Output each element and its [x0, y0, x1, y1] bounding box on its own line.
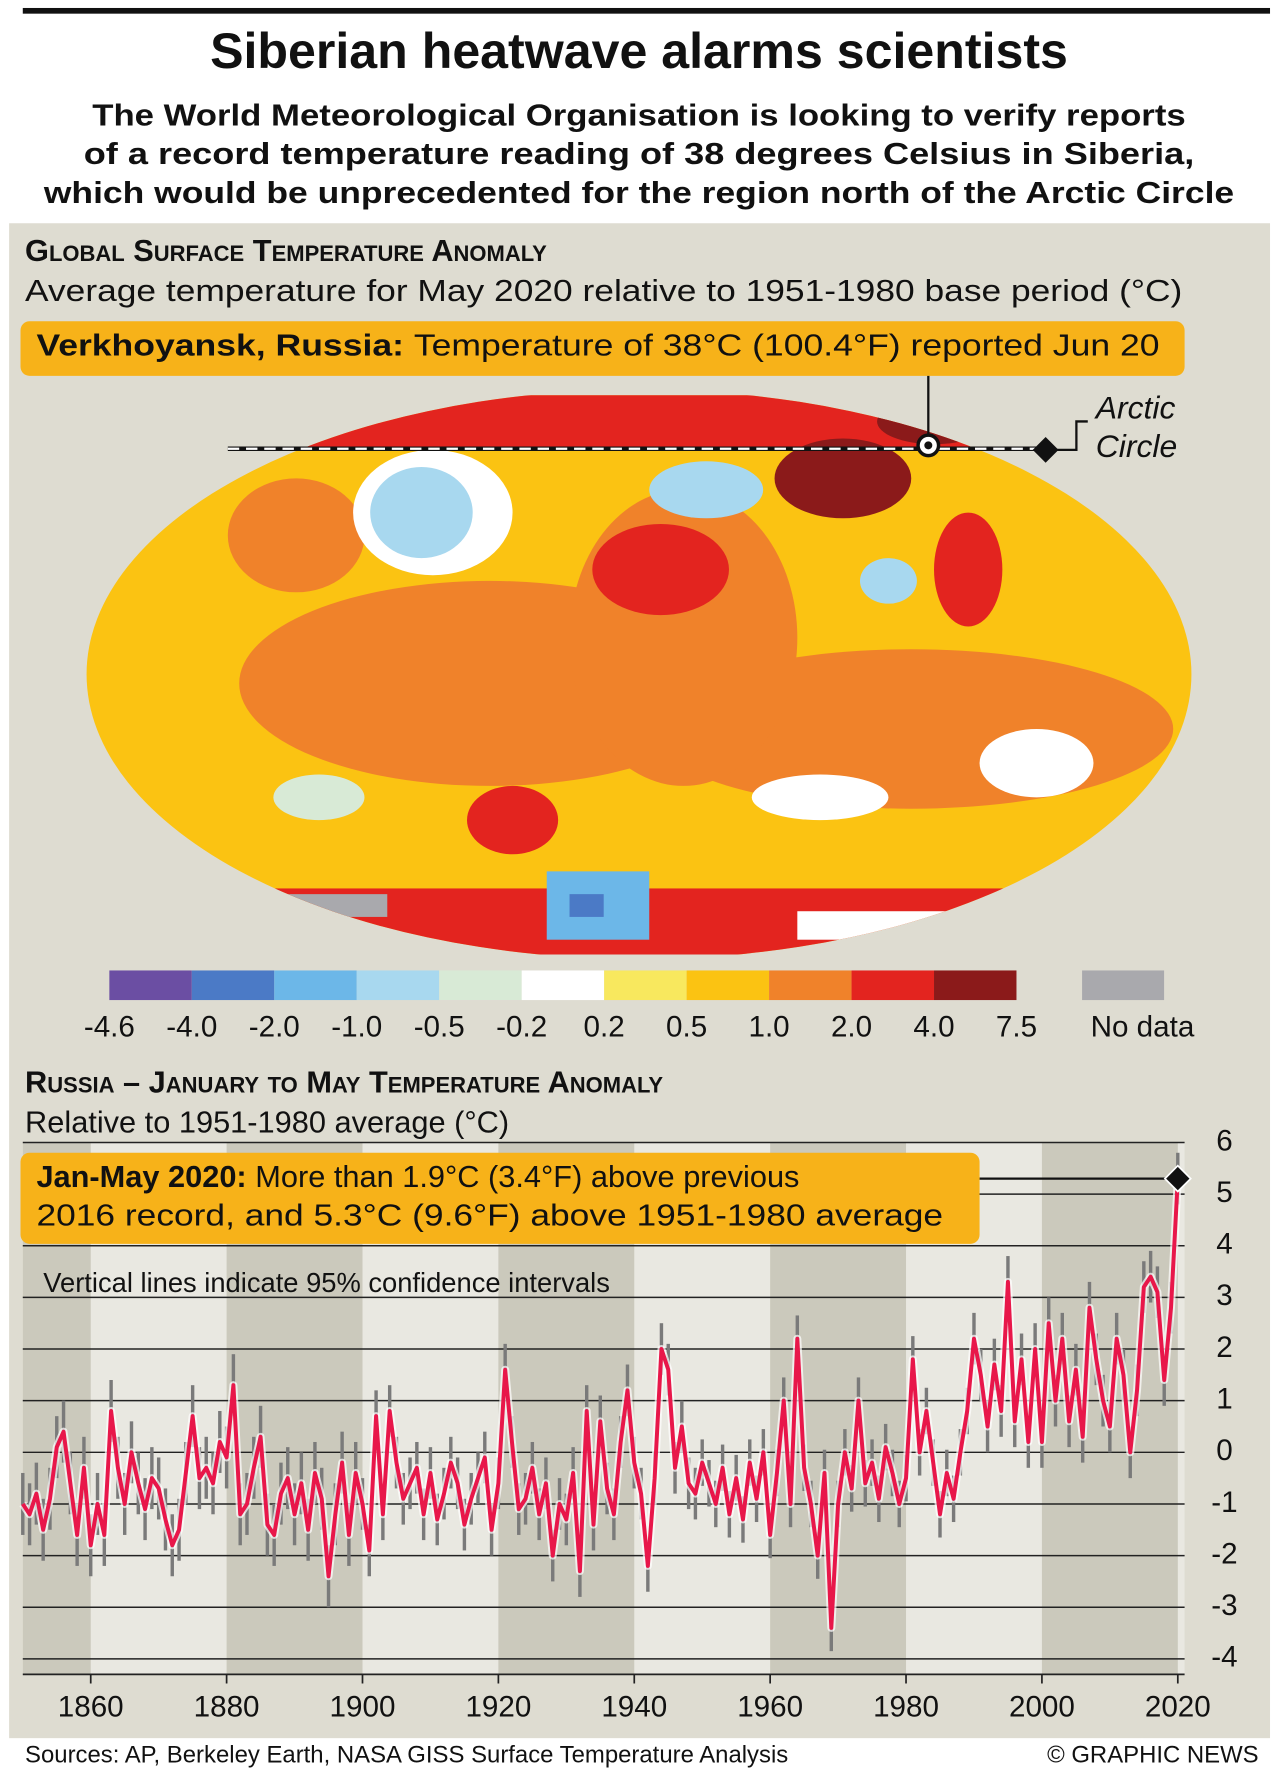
legend-swatch	[274, 970, 357, 1001]
latest-marker	[1163, 1164, 1192, 1193]
callout-bold: Jan-May 2020:	[36, 1159, 246, 1194]
x-tick-label: 1940	[601, 1690, 667, 1723]
line	[21, 1178, 1180, 1630]
y-tick-label: -4	[1211, 1641, 1237, 1674]
legend-swatch	[439, 970, 522, 1001]
chart-title: Russia – January to May Temperature Anom…	[25, 1064, 663, 1099]
callout-text: More than 1.9°C (3.4°F) above previous	[255, 1159, 799, 1194]
legend-swatch	[769, 970, 852, 1001]
y-tick-label: 0	[1216, 1434, 1232, 1467]
plot: -4 -3 -2 -1 0 1 2 3 4 5 6 1860 1880 1900 1920 1940 1960 1…	[19, 1124, 1238, 1723]
legend-swatch	[109, 970, 192, 1001]
y-tick-label: -2	[1211, 1537, 1237, 1570]
map-subheading: Average temperature for May 2020 relativ…	[25, 273, 1182, 308]
callout-line: 2016 record, and 5.3°C (9.6°F) above 195…	[36, 1198, 943, 1233]
annotation: Arctic	[1094, 389, 1176, 425]
legend-label: 0.2	[584, 1010, 625, 1043]
map-callout-box	[20, 321, 1185, 376]
legend-label: -0.2	[496, 1010, 547, 1043]
credit: © GRAPHIC NEWS	[1047, 1742, 1259, 1769]
legend-label: No data	[1091, 1010, 1195, 1043]
legend-label: 4.0	[913, 1010, 954, 1043]
legend-swatch	[851, 970, 935, 1001]
note: Vertical lines indicate 95% confidence i…	[43, 1267, 610, 1298]
legend-label: 0.5	[666, 1010, 707, 1043]
legend-label: -4.0	[166, 1010, 217, 1043]
annotation-leader	[1045, 420, 1088, 452]
legend-swatch	[191, 970, 275, 1001]
location-dot	[924, 441, 933, 450]
annotation: Circle	[1096, 428, 1177, 464]
x-tick-label: 2000	[1009, 1690, 1075, 1723]
y-tick-label: -1	[1211, 1486, 1237, 1519]
y-tick-label: 4	[1216, 1228, 1232, 1261]
x-tick-label: 1980	[873, 1690, 939, 1723]
y-tick-label: 2	[1216, 1331, 1232, 1364]
chart-subtitle: Relative to 1951-1980 average (°C)	[25, 1104, 509, 1139]
y-tick-label: 1	[1216, 1382, 1232, 1415]
callout-bold: Verkhoyansk, Russia:	[36, 328, 404, 363]
callout-box	[20, 1152, 980, 1244]
x-tick-label: 1880	[194, 1690, 260, 1723]
x-tick-label: 1920	[465, 1690, 531, 1723]
callout-text: Temperature of 38°C (100.4°F) reported J…	[414, 328, 1160, 363]
y-tick-label: -3	[1211, 1589, 1237, 1622]
x-tick-label: 1860	[58, 1690, 124, 1723]
legend-swatch	[686, 970, 770, 1001]
map-callout: Verkhoyansk, Russia: Temperature of 38°C…	[36, 328, 1159, 363]
legend-label: 2.0	[831, 1010, 872, 1043]
legend-label: 7.5	[996, 1010, 1037, 1043]
top-rule	[22, 7, 1271, 14]
legend-swatch	[1082, 970, 1165, 1001]
x-tick-label: 1900	[330, 1690, 396, 1723]
legend-label: -2.0	[249, 1010, 300, 1043]
subtitle-line: of a record temperature reading of 38 de…	[84, 136, 1195, 171]
source: Sources: AP, Berkeley Earth, NASA GISS S…	[25, 1742, 788, 1769]
legend-swatch	[934, 970, 1017, 1001]
y-tick-label: 3	[1216, 1279, 1232, 1312]
y-tick-label: 5	[1216, 1176, 1232, 1209]
legend-label: -4.6	[84, 1010, 135, 1043]
legend-swatch	[356, 970, 440, 1001]
subtitle-line: The World Meteorological Organisation is…	[92, 97, 1185, 132]
subtitle-line: which would be unprecedented for the reg…	[43, 175, 1234, 210]
x-tick-label: 1960	[737, 1690, 803, 1723]
legend-swatch	[604, 970, 687, 1001]
callout-line: Jan-May 2020: More than 1.9°C (3.4°F) ab…	[36, 1159, 799, 1194]
y-tick-label: 6	[1216, 1124, 1232, 1157]
x-tick-label: 2020	[1145, 1690, 1211, 1723]
map-heading: Global Surface Temperature Anomaly	[25, 233, 547, 268]
legend: -4.6 -4.0 -2.0 -1.0 -0.5 -0.2 0.2 0.5 1.0 2.0 4.0 7…	[84, 970, 1195, 1043]
legend-swatch	[521, 970, 605, 1001]
legend-label: -0.5	[414, 1010, 465, 1043]
legend-label: 1.0	[748, 1010, 789, 1043]
legend-label: -1.0	[331, 1010, 382, 1043]
title: Siberian heatwave alarms scientists	[210, 23, 1068, 79]
